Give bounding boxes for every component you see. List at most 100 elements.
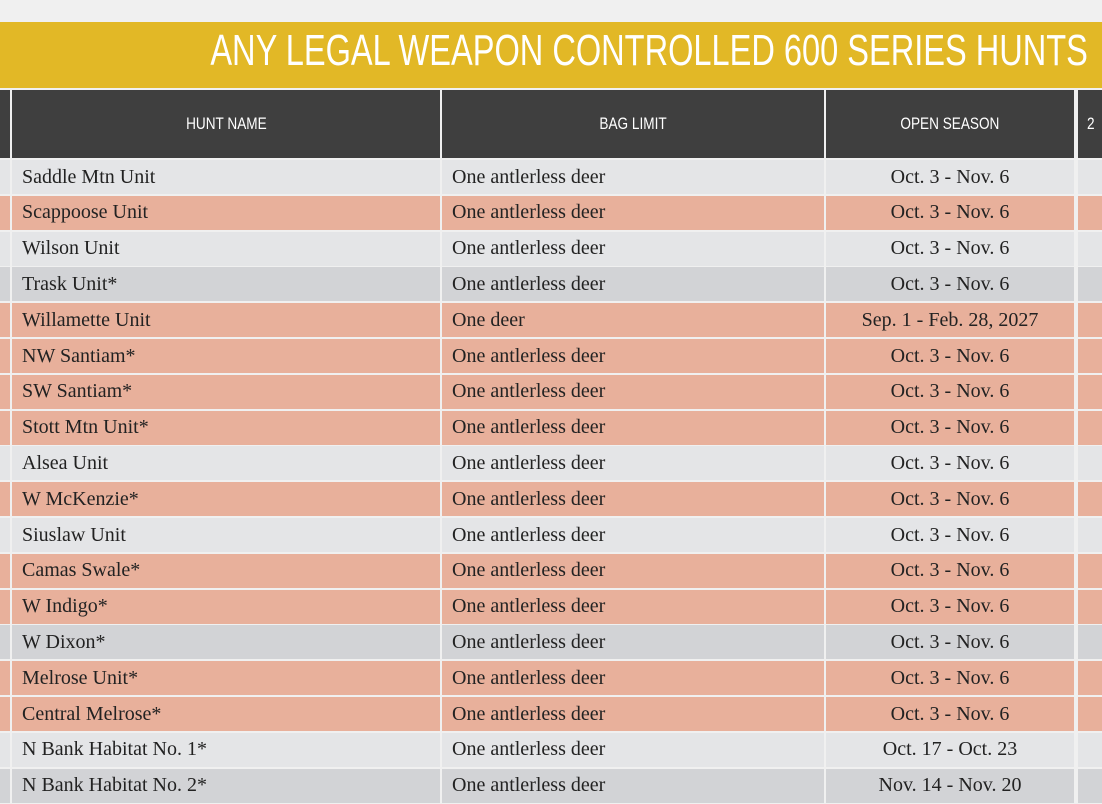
table-cell: One antlerless deer — [442, 697, 824, 731]
table-row: N Bank Habitat No. 2* One antlerless deer… — [0, 768, 1102, 803]
table-cell: NW Santiam* — [12, 339, 440, 373]
table-cell — [1078, 267, 1102, 302]
table-cell: Oct. 3 - Nov. 6 — [826, 267, 1074, 302]
table-cell — [0, 160, 10, 194]
table-cell — [0, 518, 10, 552]
table-cell — [1078, 697, 1102, 731]
table-cell: Oct. 3 - Nov. 6 — [826, 446, 1074, 481]
table-cell: One antlerless deer — [442, 625, 824, 660]
header-text: HUNT NAME — [185, 114, 267, 133]
table-cell — [0, 195, 10, 230]
table-cell — [1078, 160, 1102, 194]
table-cell — [0, 374, 10, 409]
table-cell — [0, 732, 10, 767]
table-cell: Oct. 3 - Nov. 6 — [826, 410, 1074, 445]
table-row: Stott Mtn Unit* One antlerless deer Oct. 3… — [0, 410, 1102, 445]
table-cell: Oct. 3 - Nov. 6 — [826, 661, 1074, 696]
header-cell: OPEN SEASON — [826, 90, 1074, 158]
header-cell: BAG LIMIT — [442, 90, 824, 158]
table-cell: Oct. 17 - Oct. 23 — [826, 732, 1074, 767]
table-cell — [0, 625, 10, 660]
table-cell: Stott Mtn Unit* — [12, 410, 440, 445]
table-cell — [1078, 482, 1102, 517]
table-row: Saddle Mtn Unit One antlerless deer Oct. 3… — [0, 160, 1102, 194]
table-row: Alsea Unit One antlerless deer Oct. 3 - No… — [0, 446, 1102, 481]
table-row: Melrose Unit* One antlerless deer Oct. 3 -… — [0, 661, 1102, 696]
table-cell: N Bank Habitat No. 1* — [12, 732, 440, 767]
table-title: ANY LEGAL WEAPON CONTROLLED 600 SERIES H… — [210, 26, 1088, 75]
table-cell: Melrose Unit* — [12, 661, 440, 696]
table-cell — [1078, 339, 1102, 373]
table-cell — [1078, 661, 1102, 696]
table-cell: W McKenzie* — [12, 482, 440, 517]
table-row: W Indigo* One antlerless deer Oct. 3 - Nov… — [0, 589, 1102, 624]
table-row: Willamette Unit One deer Sep. 1 - Feb. 28,… — [0, 303, 1102, 338]
table-cell: One antlerless deer — [442, 589, 824, 624]
table-cell: Scappoose Unit — [12, 195, 440, 230]
table-cell — [1078, 374, 1102, 409]
table-row: Wilson Unit One antlerless deer Oct. 3 - N… — [0, 231, 1102, 266]
table-cell: Siuslaw Unit — [12, 518, 440, 552]
table-cell: One antlerless deer — [442, 267, 824, 302]
table-cell: One antlerless deer — [442, 231, 824, 266]
table-cell: One antlerless deer — [442, 160, 824, 194]
table-cell: Willamette Unit — [12, 303, 440, 338]
table-cell — [1078, 732, 1102, 767]
header-cell: HUNT NAME — [12, 90, 440, 158]
table-cell: Trask Unit* — [12, 267, 440, 302]
table-cell: One antlerless deer — [442, 339, 824, 373]
table-cell: One antlerless deer — [442, 195, 824, 230]
title-band — [0, 22, 1102, 88]
table-cell: Oct. 3 - Nov. 6 — [826, 553, 1074, 588]
table-cell — [1078, 410, 1102, 445]
table-row: W McKenzie* One antlerless deer Oct. 3 - N… — [0, 482, 1102, 517]
table-cell — [0, 553, 10, 588]
table-cell: Oct. 3 - Nov. 6 — [826, 482, 1074, 517]
table-row: Siuslaw Unit One antlerless deer Oct. 3 - … — [0, 518, 1102, 552]
table-cell: Oct. 3 - Nov. 6 — [826, 195, 1074, 230]
table-cell — [1078, 231, 1102, 266]
table-cell — [0, 339, 10, 373]
table-row: Camas Swale* One antlerless deer Oct. 3 - … — [0, 553, 1102, 588]
table-cell — [0, 482, 10, 517]
table-cell: One antlerless deer — [442, 732, 824, 767]
table-cell — [0, 410, 10, 445]
table-cell: Oct. 3 - Nov. 6 — [826, 231, 1074, 266]
header-text: OPEN SEASON — [900, 114, 1000, 133]
table-cell: Nov. 14 - Nov. 20 — [826, 768, 1074, 803]
table-cell: One deer — [442, 303, 824, 338]
table-cell — [1078, 446, 1102, 481]
table-cell: Wilson Unit — [12, 231, 440, 266]
table-cell: W Indigo* — [12, 589, 440, 624]
table-cell: Alsea Unit — [12, 446, 440, 481]
table-cell: Oct. 3 - Nov. 6 — [826, 160, 1074, 194]
header-cell: 2 — [1078, 90, 1102, 158]
table-cell: One antlerless deer — [442, 518, 824, 552]
table-row: Trask Unit* One antlerless deer Oct. 3 - N… — [0, 267, 1102, 302]
table-cell: SW Santiam* — [12, 374, 440, 409]
header-text: BAG LIMIT — [599, 114, 667, 133]
table-cell — [1078, 589, 1102, 624]
table-cell: Sep. 1 - Feb. 28, 2027 — [826, 303, 1074, 338]
table-row: W Dixon* One antlerless deer Oct. 3 - Nov.… — [0, 625, 1102, 660]
table-cell — [0, 267, 10, 302]
table-cell: Oct. 3 - Nov. 6 — [826, 518, 1074, 552]
table-cell: Oct. 3 - Nov. 6 — [826, 589, 1074, 624]
table-cell: N Bank Habitat No. 2* — [12, 768, 440, 803]
table-cell: One antlerless deer — [442, 661, 824, 696]
table-cell — [1078, 195, 1102, 230]
table-cell: One antlerless deer — [442, 374, 824, 409]
table-cell — [1078, 768, 1102, 803]
table-cell — [0, 768, 10, 803]
table-cell — [0, 589, 10, 624]
table-cell: W Dixon* — [12, 625, 440, 660]
table-cell — [1078, 625, 1102, 660]
table-cell: One antlerless deer — [442, 410, 824, 445]
table-cell: Central Melrose* — [12, 697, 440, 731]
table-cell: One antlerless deer — [442, 482, 824, 517]
table-cell — [0, 661, 10, 696]
table-cell: Oct. 3 - Nov. 6 — [826, 374, 1074, 409]
table-row: SW Santiam* One antlerless deer Oct. 3 - N… — [0, 374, 1102, 409]
table-cell — [0, 446, 10, 481]
